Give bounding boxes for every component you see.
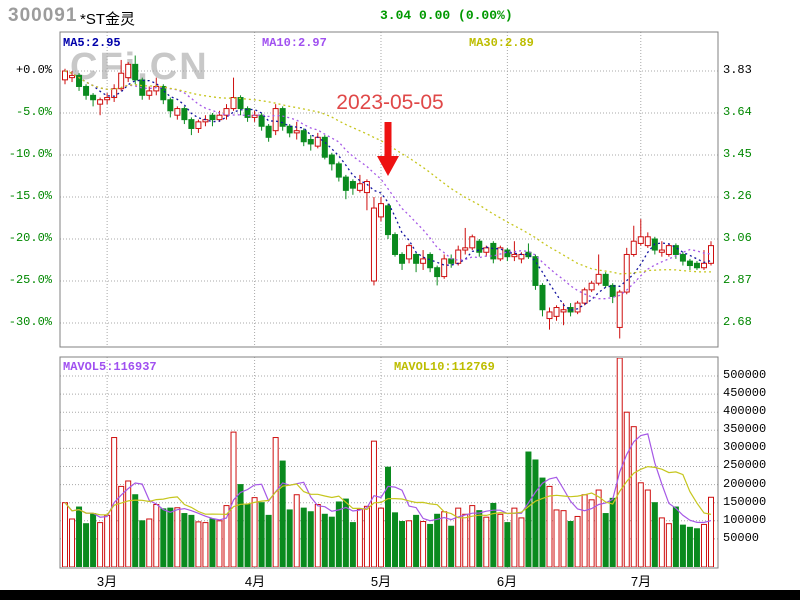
price-percent-label: -10.0%: [8, 147, 52, 161]
ma10-label: MA10:2.97: [262, 36, 327, 50]
volume-value-label: 300000: [723, 440, 767, 454]
ma5-label: MA5:2.95: [63, 36, 121, 50]
price-percent-label: -15.0%: [8, 189, 52, 203]
volume-value-label: 400000: [723, 404, 767, 418]
price-value-label: 3.06: [723, 231, 752, 245]
price-percent-label: +0.0%: [15, 63, 52, 77]
price-value-label: 3.64: [723, 105, 752, 119]
price-percent-label: -5.0%: [15, 105, 52, 119]
price-percent-label: -20.0%: [8, 231, 52, 245]
mavol10-label: MAVOL10:112769: [394, 360, 495, 374]
month-label: 4月: [244, 574, 266, 589]
annotation-arrow: [377, 122, 399, 176]
ma30-label: MA30:2.89: [469, 36, 534, 50]
volume-value-label: 350000: [723, 422, 767, 436]
volume-ma-lines: [64, 433, 712, 524]
volume-value-label: 450000: [723, 386, 767, 400]
stock-name: *ST金灵: [80, 11, 136, 28]
price-value-label: 3.26: [723, 189, 752, 203]
price-percent-label: -25.0%: [8, 273, 52, 287]
volume-value-label: 200000: [723, 477, 767, 491]
stock-code: 300091: [8, 5, 78, 26]
month-label: 7月: [630, 574, 652, 589]
volume-value-label: 150000: [723, 495, 767, 509]
price-value-label: 2.68: [723, 315, 752, 329]
volume-bars: [62, 358, 714, 567]
month-label: 3月: [96, 574, 118, 589]
month-label: 6月: [496, 574, 518, 589]
grid-lines: [60, 32, 718, 568]
volume-value-label: 250000: [723, 458, 767, 472]
page-bottom-bar: [0, 590, 800, 600]
price-percent-label: -30.0%: [8, 315, 52, 329]
stock-quote: 3.04 0.00 (0.00%): [380, 8, 513, 23]
annotation-date: 2023-05-05: [336, 91, 444, 114]
price-ma-lines: [64, 70, 712, 311]
pane-borders: [59, 31, 719, 569]
volume-value-label: 50000: [723, 531, 760, 545]
volume-value-label: 500000: [723, 368, 767, 382]
price-value-label: 3.83: [723, 63, 752, 77]
price-value-label: 2.87: [723, 273, 752, 287]
candles-layer: [62, 55, 714, 339]
mavol5-label: MAVOL5:116937: [63, 360, 157, 374]
price-value-label: 3.45: [723, 147, 752, 161]
month-label: 5月: [370, 574, 392, 589]
volume-value-label: 100000: [723, 513, 767, 527]
